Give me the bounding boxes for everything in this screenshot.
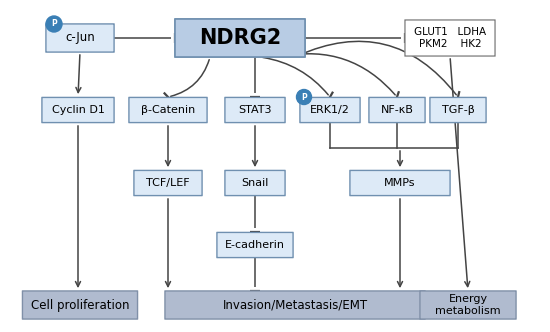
- FancyBboxPatch shape: [165, 291, 425, 319]
- Text: STAT3: STAT3: [238, 105, 272, 115]
- FancyBboxPatch shape: [129, 97, 207, 123]
- Text: TGF-β: TGF-β: [442, 105, 474, 115]
- Text: Cell proliferation: Cell proliferation: [31, 298, 129, 311]
- Text: E-cadherin: E-cadherin: [225, 240, 285, 250]
- FancyBboxPatch shape: [217, 232, 293, 258]
- Text: MMPs: MMPs: [384, 178, 416, 188]
- FancyBboxPatch shape: [405, 20, 495, 56]
- Text: ERK1/2: ERK1/2: [310, 105, 350, 115]
- FancyBboxPatch shape: [369, 97, 425, 123]
- Text: β-Catenin: β-Catenin: [141, 105, 195, 115]
- FancyBboxPatch shape: [225, 170, 285, 196]
- FancyBboxPatch shape: [225, 97, 285, 123]
- Text: Invasion/Metastasis/EMT: Invasion/Metastasis/EMT: [222, 298, 367, 311]
- Text: Snail: Snail: [241, 178, 269, 188]
- FancyBboxPatch shape: [420, 291, 516, 319]
- Circle shape: [46, 16, 62, 32]
- FancyBboxPatch shape: [175, 19, 305, 57]
- Text: TCF/LEF: TCF/LEF: [146, 178, 190, 188]
- FancyBboxPatch shape: [46, 24, 114, 52]
- Text: c-Jun: c-Jun: [65, 32, 95, 44]
- Text: NDRG2: NDRG2: [199, 28, 281, 48]
- FancyBboxPatch shape: [430, 97, 486, 123]
- FancyBboxPatch shape: [134, 170, 202, 196]
- FancyBboxPatch shape: [42, 97, 114, 123]
- Text: Energy
metabolism: Energy metabolism: [435, 294, 501, 316]
- Text: Cyclin D1: Cyclin D1: [52, 105, 104, 115]
- Text: P: P: [51, 20, 57, 29]
- Circle shape: [296, 90, 311, 105]
- FancyBboxPatch shape: [350, 170, 450, 196]
- FancyBboxPatch shape: [300, 97, 360, 123]
- Text: P: P: [301, 93, 307, 102]
- Text: NF-κB: NF-κB: [381, 105, 414, 115]
- FancyBboxPatch shape: [23, 291, 138, 319]
- Text: GLUT1   LDHA
PKM2    HK2: GLUT1 LDHA PKM2 HK2: [414, 27, 486, 49]
